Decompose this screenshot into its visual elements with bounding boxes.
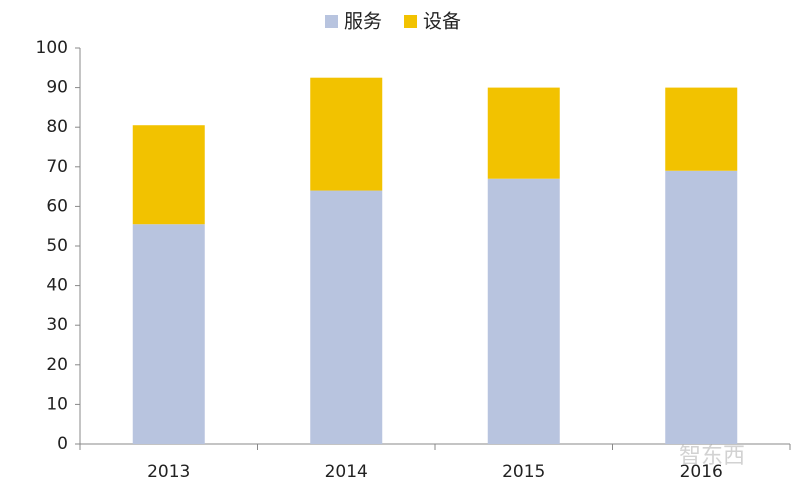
bar-segment [665, 87, 738, 171]
x-tick-label: 2016 [680, 462, 723, 482]
bar-segment [487, 87, 560, 179]
bar-segment [310, 77, 383, 191]
y-tick-label: 30 [46, 315, 68, 335]
y-tick-label: 70 [46, 157, 68, 177]
legend-label: 设备 [423, 11, 461, 33]
y-tick-label: 90 [46, 78, 68, 98]
y-tick-label: 20 [46, 355, 68, 375]
legend-label: 服务 [344, 11, 382, 33]
y-tick-label: 0 [57, 434, 68, 454]
bar-segment [487, 178, 560, 444]
watermark: 智东西 [679, 444, 745, 469]
y-tick-label: 40 [46, 276, 68, 296]
bar-segment [132, 125, 205, 225]
bar-segment [310, 190, 383, 444]
x-tick-label: 2014 [325, 462, 368, 482]
legend-swatch [325, 15, 338, 28]
x-tick-label: 2015 [502, 462, 545, 482]
y-tick-label: 60 [46, 196, 68, 216]
legend-swatch [404, 15, 418, 28]
x-tick-label: 2013 [147, 462, 190, 482]
y-tick-label: 80 [46, 117, 68, 137]
bar-segment [665, 170, 738, 444]
bar-segment [132, 224, 205, 444]
y-tick-label: 10 [46, 394, 68, 414]
y-tick-label: 100 [36, 38, 68, 58]
y-tick-label: 50 [46, 236, 68, 256]
